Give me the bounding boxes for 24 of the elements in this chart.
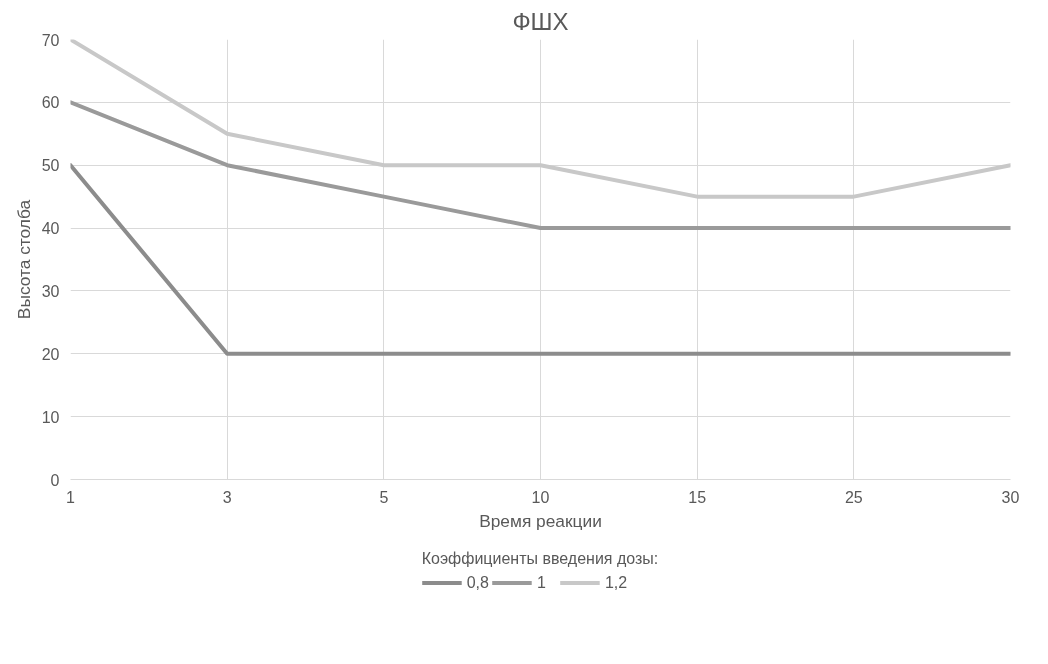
x-axis-title: Время реакции [479,510,602,531]
x-tick-label: 3 [222,488,232,506]
y-tick-label: 10 [41,408,60,426]
x-tick-label: 1 [66,488,76,506]
legend-label: 1,2 [604,573,628,591]
x-tick-label: 10 [531,488,550,506]
y-tick-label: 60 [41,94,60,112]
y-tick-label: 70 [41,31,60,49]
y-tick-label: 40 [41,220,60,238]
y-tick-label: 30 [41,282,60,300]
y-tick-label: 50 [41,157,60,175]
line-series [70,39,1011,199]
y-tick-label: 0 [50,471,60,489]
x-tick-label: 15 [688,488,707,506]
x-tick-label: 25 [844,488,863,506]
y-tick-label: 20 [41,345,60,363]
x-tick-label: 30 [1001,488,1020,506]
x-tick-label: 5 [379,488,389,506]
line-series [70,100,1011,231]
legend-label: 1 [536,573,547,591]
y-axis-title: Высота столба [13,199,34,320]
chart-title: ФШХ [512,7,569,35]
legend-title: Коэффициенты введения дозы: [421,549,659,567]
legend-label: 0,8 [466,573,489,591]
